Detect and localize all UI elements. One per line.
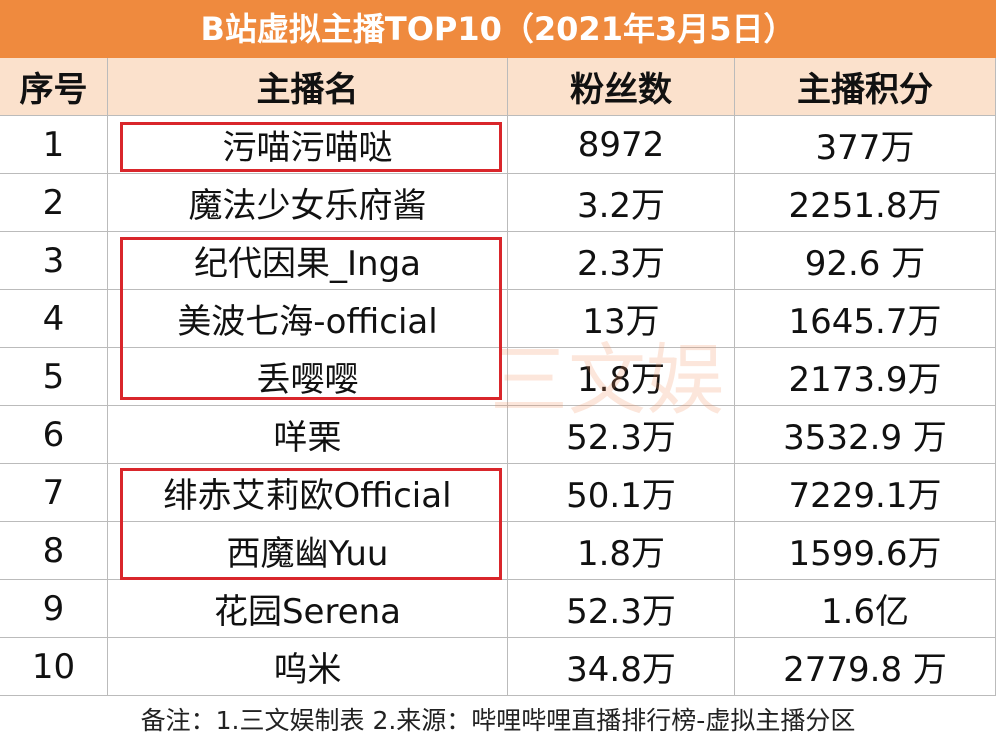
table-cell: 花园Serena <box>108 580 508 638</box>
table-cell: 9 <box>0 580 108 638</box>
table-cell: 5 <box>0 348 108 406</box>
table-cell: 魔法少女乐府酱 <box>108 174 508 232</box>
table-cell: 污喵污喵哒 <box>108 116 508 174</box>
table-cell: 2 <box>0 174 108 232</box>
table-cell: 13万 <box>508 290 735 348</box>
table-cell: 咩栗 <box>108 406 508 464</box>
table-cell: 3.2万 <box>508 174 735 232</box>
table-cell: 纪代因果_Inga <box>108 232 508 290</box>
table-cell: 2.3万 <box>508 232 735 290</box>
table-cell: 377万 <box>735 116 996 174</box>
table-cell: 92.6 万 <box>735 232 996 290</box>
table-cell: 1599.6万 <box>735 522 996 580</box>
table-cell: 西魔幽Yuu <box>108 522 508 580</box>
table-cell: 1.8万 <box>508 348 735 406</box>
table-cell: 1.6亿 <box>735 580 996 638</box>
header-cell: 粉丝数 <box>508 58 735 116</box>
table-cell: 2173.9万 <box>735 348 996 406</box>
table-cell: 50.1万 <box>508 464 735 522</box>
title: B站虚拟主播TOP10（2021年3月5日） <box>0 0 996 58</box>
table-cell: 1.8万 <box>508 522 735 580</box>
table-cell: 8 <box>0 522 108 580</box>
table-cell: 7229.1万 <box>735 464 996 522</box>
table-cell: 3532.9 万 <box>735 406 996 464</box>
header-cell: 主播名 <box>108 58 508 116</box>
table-cell: 34.8万 <box>508 638 735 696</box>
note: 备注：1.三文娱制表 2.来源：哔哩哔哩直播排行榜-虚拟主播分区 <box>140 706 856 735</box>
table-cell: 7 <box>0 464 108 522</box>
table-cell: 丢嘤嘤 <box>108 348 508 406</box>
table-cell: 8972 <box>508 116 735 174</box>
header-cell: 序号 <box>0 58 108 116</box>
table-cell: 2251.8万 <box>735 174 996 232</box>
table-cell: 美波七海-official <box>108 290 508 348</box>
table-cell: 6 <box>0 406 108 464</box>
table-cell: 3 <box>0 232 108 290</box>
table-cell: 绯赤艾莉欧Official <box>108 464 508 522</box>
table-cell: 52.3万 <box>508 406 735 464</box>
table-cell: 10 <box>0 638 108 696</box>
table-cell: 2779.8 万 <box>735 638 996 696</box>
header-cell: 主播积分 <box>735 58 996 116</box>
table-cell: 1 <box>0 116 108 174</box>
table-cell: 1645.7万 <box>735 290 996 348</box>
table-cell: 52.3万 <box>508 580 735 638</box>
table-cell: 4 <box>0 290 108 348</box>
table-cell: 呜米 <box>108 638 508 696</box>
